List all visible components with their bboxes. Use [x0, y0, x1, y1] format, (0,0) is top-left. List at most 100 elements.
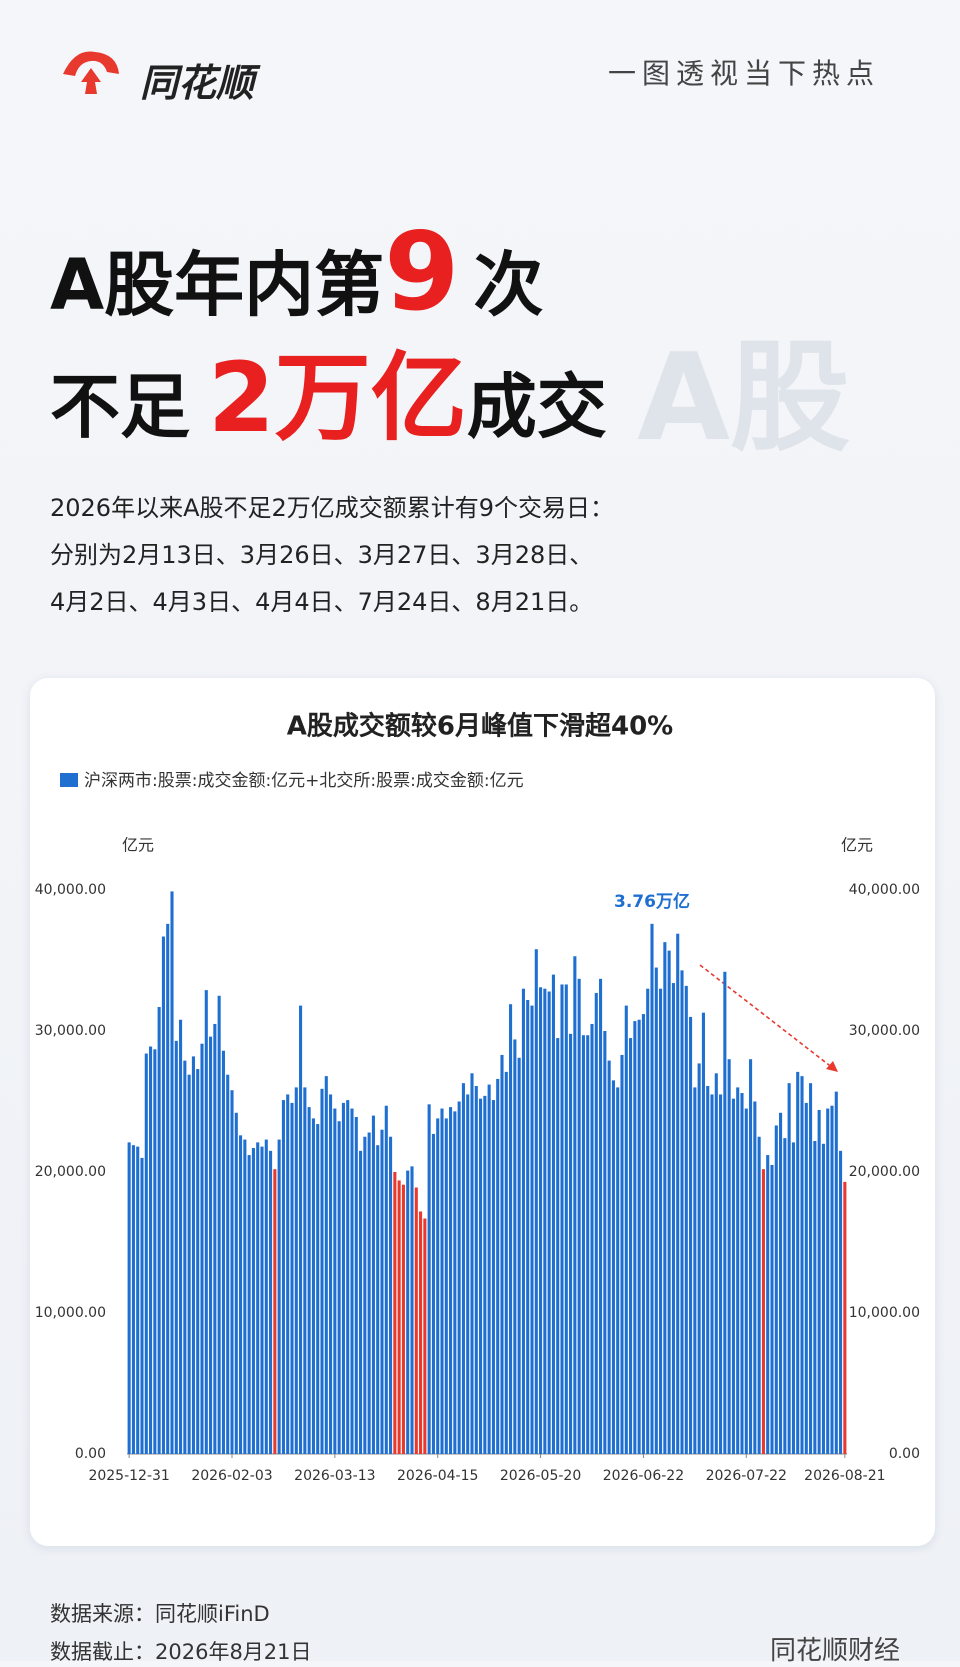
- bar: [217, 995, 221, 1454]
- bar: [744, 1108, 748, 1454]
- bar: [551, 974, 555, 1454]
- bar: [577, 978, 581, 1454]
- bar: [766, 1155, 770, 1454]
- bar: [500, 1054, 504, 1454]
- bar: [611, 1080, 615, 1454]
- bar: [757, 1136, 761, 1454]
- bar: [299, 1005, 303, 1454]
- y-tick-label: 20,000.00: [35, 1164, 106, 1180]
- bar: [620, 1054, 624, 1454]
- bar: [813, 1140, 817, 1454]
- bar: [453, 1111, 457, 1454]
- x-tick-label: 2026-03-13: [294, 1468, 375, 1484]
- bar: [513, 1039, 517, 1454]
- chart: A股成交额较6月峰值下滑超40% 沪深两市:股票:成交金额:亿元+北交所:股票:…: [35, 711, 920, 1485]
- bar: [839, 1150, 843, 1454]
- bar: [633, 1021, 637, 1454]
- bar: [436, 1118, 440, 1454]
- bar: [273, 1169, 277, 1454]
- bar: [179, 1019, 183, 1454]
- bar: [607, 1060, 611, 1454]
- bar: [406, 1170, 410, 1454]
- bar: [419, 1211, 423, 1454]
- bar: [646, 988, 650, 1454]
- bar: [483, 1095, 487, 1454]
- bar: [590, 1023, 594, 1454]
- bar: [654, 967, 658, 1454]
- bar: [706, 1085, 710, 1454]
- bar: [701, 1012, 705, 1454]
- bar: [671, 983, 675, 1454]
- bar: [843, 1181, 847, 1454]
- bar: [290, 1102, 294, 1454]
- bar: [264, 1139, 268, 1454]
- bar: [320, 1088, 324, 1454]
- bar: [659, 988, 663, 1454]
- bar: [196, 1069, 200, 1454]
- bar: [573, 956, 577, 1454]
- bar: [157, 1007, 161, 1454]
- bar: [487, 1084, 491, 1454]
- bar: [281, 1100, 285, 1454]
- bar: [616, 1087, 620, 1454]
- bar: [809, 1083, 813, 1454]
- bar: [693, 1087, 697, 1454]
- bar: [710, 1094, 714, 1454]
- bar: [333, 1108, 337, 1454]
- bar: [534, 949, 538, 1454]
- bar: [680, 970, 684, 1454]
- bar: [466, 1094, 470, 1454]
- source: 数据来源：同花顺iFinD: [50, 1602, 270, 1626]
- bar: [359, 1150, 363, 1454]
- bar: [479, 1098, 483, 1454]
- bar: [444, 1118, 448, 1454]
- bar: [547, 991, 551, 1454]
- y2-tick-label: 40,000.00: [849, 882, 920, 898]
- bar: [127, 1142, 131, 1454]
- bar: [599, 978, 603, 1454]
- bar: [226, 1074, 230, 1454]
- x-tick-label: 2026-02-03: [191, 1468, 272, 1484]
- bar: [470, 1073, 474, 1454]
- bar: [346, 1100, 350, 1454]
- bar: [393, 1172, 397, 1454]
- bar: [200, 1043, 204, 1454]
- bar: [826, 1108, 830, 1454]
- headline-part: 次: [473, 244, 544, 326]
- bar: [736, 1087, 740, 1454]
- bar: [213, 1023, 217, 1454]
- bar: [380, 1129, 384, 1454]
- x-tick-label: 2026-08-21: [804, 1468, 885, 1484]
- bar: [461, 1083, 465, 1454]
- headline-part: 不足: [50, 366, 190, 448]
- headline-2: 不足 2万亿成交: [50, 320, 607, 459]
- bar: [804, 1102, 808, 1454]
- bar: [256, 1142, 260, 1454]
- bar: [526, 999, 530, 1454]
- bar: [371, 1115, 375, 1454]
- bar: [504, 1071, 508, 1454]
- bar: [414, 1187, 418, 1454]
- bar: [594, 992, 598, 1454]
- arrow-head: [826, 1061, 838, 1072]
- bar: [834, 1091, 838, 1454]
- headline-number: 9: [384, 210, 460, 335]
- bar: [431, 1133, 435, 1454]
- bar: [354, 1117, 358, 1454]
- bar: [714, 1073, 718, 1454]
- bar: [684, 985, 688, 1454]
- bar: [239, 1135, 243, 1454]
- bar: [337, 1121, 341, 1454]
- bar: [153, 1049, 157, 1454]
- bar: [303, 1087, 307, 1454]
- intro-line: 4月2日、4月3日、4月4日、7月24日、8月21日。: [50, 588, 594, 616]
- bar: [316, 1124, 320, 1454]
- bar: [209, 1036, 213, 1454]
- bar: [440, 1108, 444, 1454]
- bar: [397, 1180, 401, 1454]
- bar: [637, 1019, 641, 1454]
- brand: 同花顺财经: [769, 1636, 900, 1666]
- bar: [663, 942, 667, 1454]
- bar: [817, 1109, 821, 1454]
- headline-part: 成交: [466, 366, 607, 448]
